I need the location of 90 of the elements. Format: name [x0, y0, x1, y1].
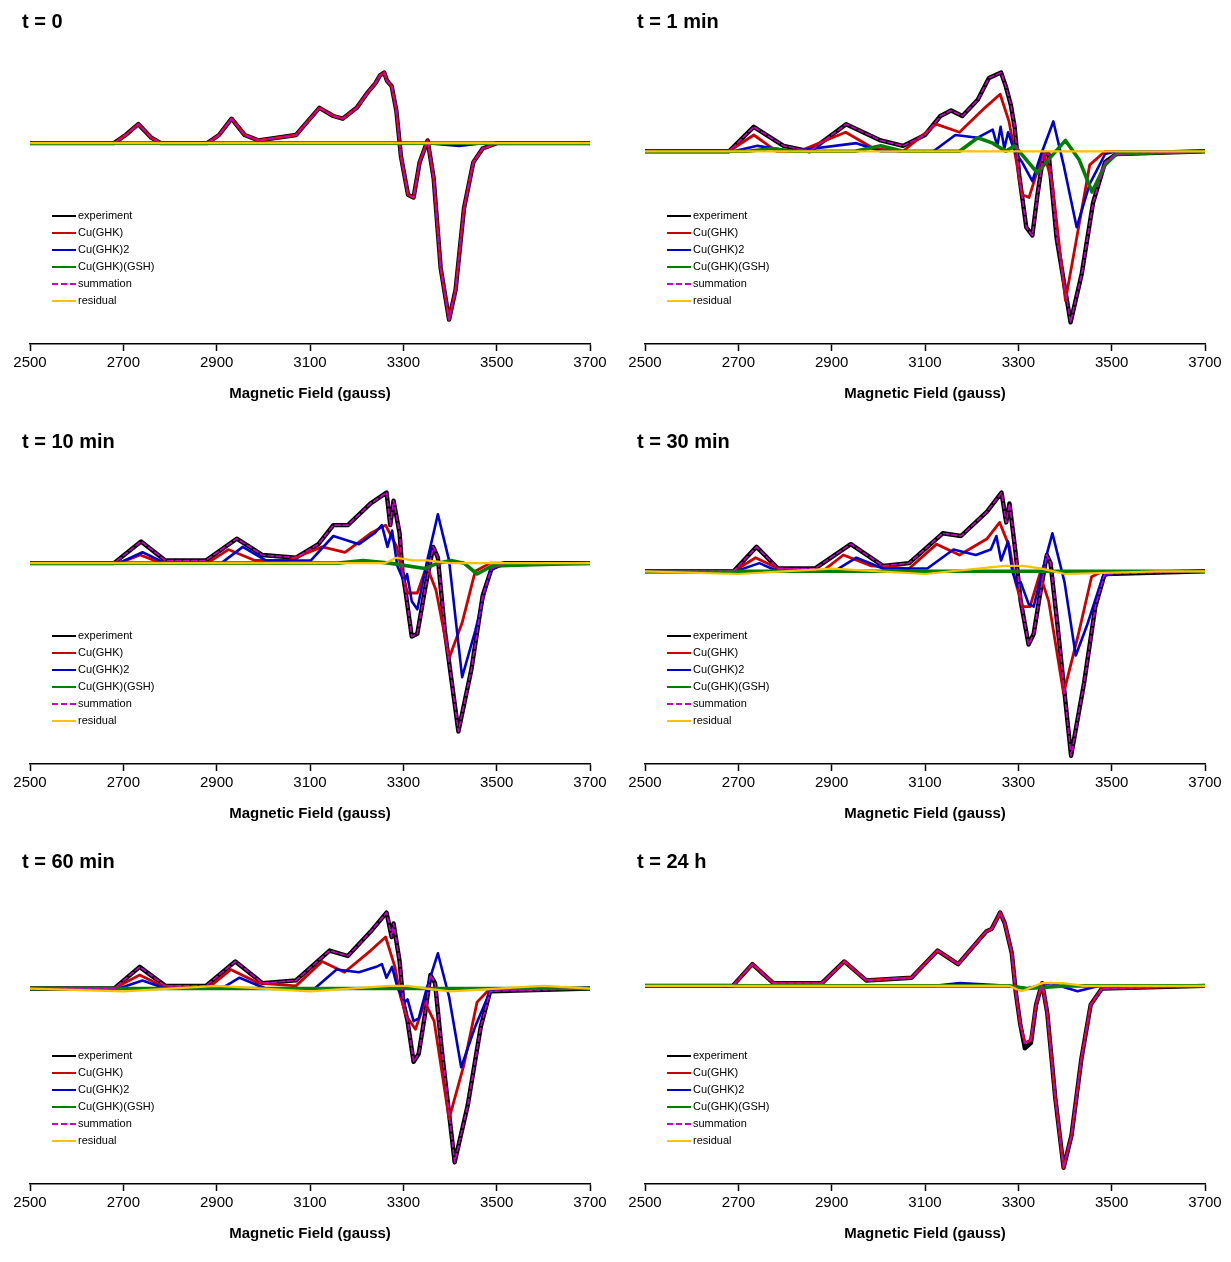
legend-label: Cu(GHK)	[693, 645, 739, 661]
x-axis-title: Magnetic Field (gauss)	[229, 1224, 391, 1242]
x-tick-label: 3300	[1001, 353, 1036, 371]
x-tick-label: 2500	[13, 353, 47, 371]
x-tick-label: 3500	[479, 773, 514, 791]
x-tick-label: 2700	[106, 773, 141, 791]
legend-label: Cu(GHK)2	[78, 242, 130, 258]
x-tick-label: 2700	[721, 353, 756, 371]
chart-title: t = 1 min	[637, 10, 719, 33]
x-tick-label: 3500	[479, 353, 514, 371]
x-tick-label: 2900	[199, 773, 234, 791]
legend-label: Cu(GHK)	[78, 225, 124, 241]
x-axis-title: Magnetic Field (gauss)	[844, 804, 1006, 822]
legend-label: Cu(GHK)	[78, 645, 124, 661]
x-tick-label: 2900	[199, 1193, 234, 1211]
legend-label: summation	[78, 1116, 132, 1132]
legend-label: residual	[78, 1133, 117, 1149]
chart-title: t = 60 min	[22, 850, 115, 873]
legend-label: Cu(GHK)	[693, 1065, 739, 1081]
x-tick-label: 3300	[1001, 773, 1036, 791]
x-tick-label: 3300	[386, 773, 421, 791]
x-tick-label: 2900	[814, 1193, 849, 1211]
legend-label: experiment	[78, 628, 133, 644]
x-tick-label: 2500	[628, 773, 662, 791]
x-tick-label: 3100	[293, 1193, 327, 1211]
x-axis-title: Magnetic Field (gauss)	[844, 1224, 1006, 1242]
x-tick-label: 2700	[106, 1193, 141, 1211]
legend-label: Cu(GHK)(GSH)	[693, 679, 770, 695]
legend-label: Cu(GHK)2	[78, 662, 130, 678]
chart-title: t = 24 h	[637, 850, 707, 873]
chart-title: t = 10 min	[22, 430, 115, 453]
x-tick-label: 2700	[721, 1193, 756, 1211]
x-tick-label: 2900	[199, 353, 234, 371]
x-tick-label: 3100	[908, 1193, 942, 1211]
x-tick-label: 3700	[573, 353, 607, 371]
legend-label: Cu(GHK)	[78, 1065, 124, 1081]
legend-label: Cu(GHK)2	[693, 1082, 745, 1098]
legend-label: experiment	[693, 628, 748, 644]
legend-label: summation	[78, 696, 132, 712]
legend-label: experiment	[78, 208, 133, 224]
x-tick-label: 3100	[908, 773, 942, 791]
x-tick-label: 3500	[479, 1193, 514, 1211]
x-tick-label: 3300	[386, 353, 421, 371]
legend-label: summation	[693, 696, 747, 712]
x-tick-label: 3300	[1001, 1193, 1036, 1211]
x-tick-label: 3100	[293, 773, 327, 791]
x-tick-label: 2900	[814, 353, 849, 371]
legend-label: experiment	[78, 1048, 133, 1064]
x-axis-title: Magnetic Field (gauss)	[844, 384, 1006, 402]
legend-label: Cu(GHK)(GSH)	[693, 1099, 770, 1115]
legend-label: residual	[78, 713, 117, 729]
x-tick-label: 3700	[573, 1193, 607, 1211]
legend-label: Cu(GHK)2	[693, 242, 745, 258]
legend-label: residual	[693, 1133, 732, 1149]
x-tick-label: 2900	[814, 773, 849, 791]
x-tick-label: 3700	[1188, 1193, 1222, 1211]
x-tick-label: 3300	[386, 1193, 421, 1211]
legend-label: Cu(GHK)2	[693, 662, 745, 678]
x-tick-label: 2700	[106, 353, 141, 371]
legend-label: summation	[78, 276, 132, 292]
legend-label: residual	[693, 293, 732, 309]
x-tick-label: 2500	[13, 1193, 47, 1211]
chart-title: t = 0	[22, 10, 63, 33]
x-tick-label: 3500	[1094, 773, 1129, 791]
legend-label: Cu(GHK)(GSH)	[78, 679, 155, 695]
legend-label: experiment	[693, 208, 748, 224]
x-axis-title: Magnetic Field (gauss)	[229, 384, 391, 402]
legend-label: summation	[693, 276, 747, 292]
legend-label: summation	[693, 1116, 747, 1132]
x-tick-label: 3500	[1094, 353, 1129, 371]
x-tick-label: 3500	[1094, 1193, 1129, 1211]
x-tick-label: 3700	[1188, 353, 1222, 371]
x-tick-label: 2500	[628, 353, 662, 371]
x-tick-label: 3700	[1188, 773, 1222, 791]
legend-label: residual	[693, 713, 732, 729]
legend-label: Cu(GHK)2	[78, 1082, 130, 1098]
legend-label: Cu(GHK)(GSH)	[78, 259, 155, 275]
x-tick-label: 2500	[628, 1193, 662, 1211]
legend-label: Cu(GHK)(GSH)	[693, 259, 770, 275]
legend-label: experiment	[693, 1048, 748, 1064]
x-axis-title: Magnetic Field (gauss)	[229, 804, 391, 822]
legend-label: Cu(GHK)	[693, 225, 739, 241]
x-tick-label: 3100	[908, 353, 942, 371]
x-tick-label: 2500	[13, 773, 47, 791]
legend-label: Cu(GHK)(GSH)	[78, 1099, 155, 1115]
x-tick-label: 3100	[293, 353, 327, 371]
x-tick-label: 3700	[573, 773, 607, 791]
legend-label: residual	[78, 293, 117, 309]
chart-title: t = 30 min	[637, 430, 730, 453]
x-tick-label: 2700	[721, 773, 756, 791]
